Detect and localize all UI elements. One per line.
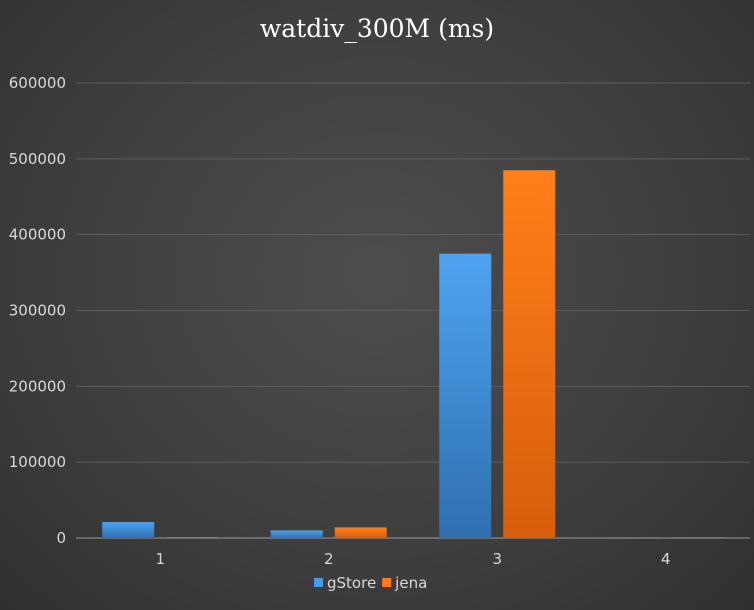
legend-label-gstore: gStore <box>327 574 376 592</box>
bars <box>102 170 724 539</box>
legend: gStore jena <box>314 574 427 592</box>
y-axis-ticks: 0 100000 200000 300000 400000 500000 600000 <box>9 74 66 547</box>
legend-swatch-gstore <box>314 578 323 587</box>
y-tick-label: 500000 <box>9 150 66 168</box>
legend-swatch-jena <box>382 578 392 587</box>
chart-title: watdiv_300M (ms) <box>260 14 494 43</box>
bar-jena-1 <box>166 537 219 538</box>
y-tick-label: 0 <box>56 529 66 547</box>
x-tick-label: 2 <box>324 550 334 568</box>
bar-gstore-3 <box>439 253 492 538</box>
bar-jena-3 <box>503 170 556 539</box>
y-tick-label: 300000 <box>9 302 66 320</box>
bar-jena-4 <box>671 537 724 538</box>
x-tick-label: 4 <box>661 550 671 568</box>
y-tick-label: 100000 <box>9 453 66 471</box>
bar-gstore-1 <box>102 522 155 538</box>
bar-jena-2 <box>334 527 387 538</box>
y-tick-label: 400000 <box>9 226 66 244</box>
gridlines <box>76 82 750 539</box>
x-tick-label: 1 <box>155 550 165 568</box>
bar-gstore-4 <box>607 537 660 538</box>
x-tick-label: 3 <box>492 550 502 568</box>
legend-label-jena: jena <box>394 574 427 592</box>
bar-gstore-2 <box>270 530 323 538</box>
y-tick-label: 200000 <box>9 377 66 395</box>
y-tick-label: 600000 <box>9 74 66 92</box>
x-axis-ticks: 1 2 3 4 <box>155 550 670 568</box>
